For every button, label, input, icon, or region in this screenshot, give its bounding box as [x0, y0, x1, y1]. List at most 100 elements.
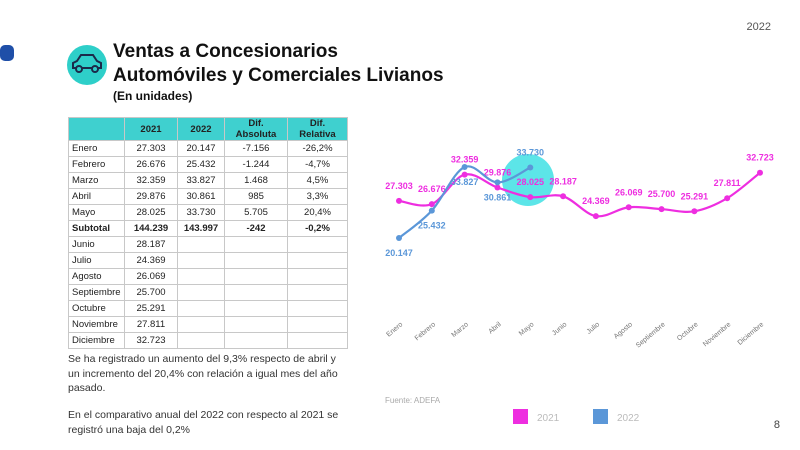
table-cell: Septiembre [68, 284, 125, 301]
x-tick-label: Junio [551, 321, 568, 337]
table-cell: 4,5% [287, 172, 348, 189]
table-cell: 26.069 [124, 268, 178, 285]
data-label: 25.291 [681, 191, 709, 201]
legend-swatch [513, 409, 528, 424]
table-cell [224, 300, 288, 317]
data-label: 32.723 [746, 153, 774, 163]
legend-label: 2021 [537, 413, 560, 424]
table-row: Enero 27.303 20.147 -7.156 -26,2% [68, 140, 348, 157]
table-cell [224, 316, 288, 333]
table-cell: 33.827 [177, 172, 225, 189]
data-table: 2021 2022 Dif. Absoluta Dif. Relativa Enero 2… [68, 117, 348, 349]
table-cell: 32.359 [124, 172, 178, 189]
data-label: 27.811 [714, 178, 741, 188]
table-cell: Junio [68, 236, 125, 253]
header-row: 2021 2022 Dif. Absoluta Dif. Relativa [68, 117, 348, 141]
table-cell [177, 252, 225, 269]
data-label: 33.827 [451, 177, 479, 187]
x-tick-label: Octubre [676, 321, 700, 342]
table-cell [224, 284, 288, 301]
data-label: 33.730 [517, 148, 545, 158]
x-tick-label: Marzo [451, 321, 470, 339]
source: Fuente: ADEFA [385, 396, 441, 405]
data-point [461, 171, 468, 178]
table-cell [177, 300, 225, 317]
data-point [527, 164, 534, 171]
column-header: 2022 [177, 117, 225, 141]
data-label: 32.359 [451, 155, 479, 165]
column-header [68, 117, 125, 141]
table-cell [224, 332, 288, 349]
table-cell: 3,3% [287, 188, 348, 205]
table-cell: 5.705 [224, 204, 288, 221]
table-cell: 28.187 [124, 236, 178, 253]
x-tick-label: Agosto [613, 321, 634, 340]
table-cell [287, 332, 348, 349]
x-tick-label: Noviembre [702, 321, 733, 348]
x-tick-label: Septiembre [635, 321, 667, 349]
table-cell: 28.025 [124, 204, 178, 221]
table-cell: 25.291 [124, 300, 178, 317]
column-header: Dif. Absoluta [224, 117, 288, 141]
data-label: 28.025 [517, 177, 545, 187]
data-point [560, 193, 567, 200]
table-cell: 985 [224, 188, 288, 205]
data-label: 29.876 [484, 168, 512, 178]
table-cell: -242 [224, 220, 288, 237]
table-cell: 25.700 [124, 284, 178, 301]
table-cell: 27.303 [124, 140, 178, 157]
x-tick-label: Mayo [518, 321, 536, 337]
x-tick-label: Febrero [414, 321, 437, 342]
table-cell: 144.239 [124, 220, 178, 237]
data-point [494, 184, 501, 191]
data-label: 27.303 [385, 181, 413, 191]
table-cell: -1.244 [224, 156, 288, 173]
table-row: Diciembre 32.723 [68, 332, 348, 349]
car-icon [72, 54, 102, 69]
data-point [428, 201, 435, 208]
data-label: 20.147 [385, 248, 413, 258]
paragraph: Se ha registrado un aumento del 9,3% res… [68, 353, 338, 394]
table-cell: Agosto [68, 268, 125, 285]
car-wheel [91, 65, 99, 73]
car-icon-bg [67, 45, 107, 85]
table-row: Noviembre 27.811 [68, 316, 348, 333]
table-cell [287, 316, 348, 333]
table-cell [224, 252, 288, 269]
data-label: 25.700 [648, 189, 676, 199]
x-tick-label: Diciembre [737, 321, 766, 347]
title: Ventas a Concesionarios Automóviles y Co… [113, 40, 444, 88]
data-label: 30.861 [484, 192, 512, 202]
table-cell: -26,2% [287, 140, 348, 157]
legend-swatch [593, 409, 608, 424]
table-cell: Marzo [68, 172, 125, 189]
table-cell [224, 236, 288, 253]
table-cell [287, 268, 348, 285]
table-row: Abril 29.876 30.861 985 3,3% [68, 188, 348, 205]
table-cell: Enero [68, 140, 125, 157]
table-cell: -7.156 [224, 140, 288, 157]
table-cell [177, 268, 225, 285]
data-point [527, 194, 534, 201]
table-cell: Subtotal [68, 220, 125, 237]
car-wheel [75, 65, 83, 73]
data-label: 26.069 [615, 187, 643, 197]
table-cell: Abril [68, 188, 125, 205]
table-cell: 33.730 [177, 204, 225, 221]
table-cell [287, 284, 348, 301]
table-cell: Noviembre [68, 316, 125, 333]
table-cell [224, 268, 288, 285]
data-label: 24.369 [582, 196, 610, 206]
table-cell: 20,4% [287, 204, 348, 221]
table-cell: 24.369 [124, 252, 178, 269]
page-number: 8 [774, 419, 780, 431]
table-cell: 29.876 [124, 188, 178, 205]
table-cell: Mayo [68, 204, 125, 221]
subtitle: (En unidades) [113, 89, 193, 103]
data-point [625, 204, 632, 211]
column-header: 2021 [124, 117, 178, 141]
table-cell [177, 316, 225, 333]
table-cell [177, 332, 225, 349]
table-row: Septiembre 25.700 [68, 284, 348, 301]
